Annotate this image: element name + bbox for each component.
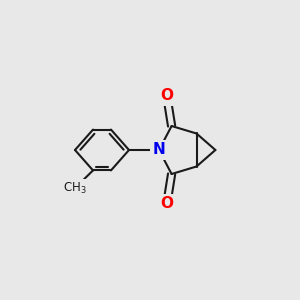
- Text: N: N: [153, 142, 165, 158]
- Text: CH$_3$: CH$_3$: [63, 181, 87, 196]
- Text: O: O: [160, 196, 173, 211]
- Text: O: O: [160, 88, 173, 104]
